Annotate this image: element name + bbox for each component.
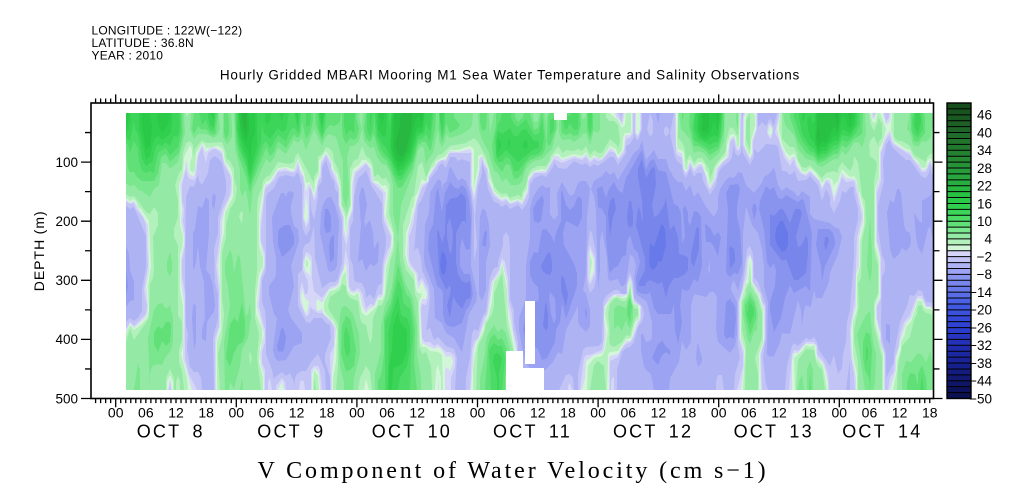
svg-text:12: 12	[168, 405, 184, 421]
svg-text:500: 500	[55, 391, 78, 406]
svg-text:OCT 9: OCT 9	[257, 422, 325, 442]
svg-text:12: 12	[651, 405, 667, 421]
svg-text:OCT 14: OCT 14	[842, 422, 922, 442]
svg-text:100: 100	[55, 155, 78, 170]
svg-text:LATITUDE : 36.8N: LATITUDE : 36.8N	[92, 36, 194, 50]
svg-text:18: 18	[801, 405, 817, 421]
svg-text:12: 12	[892, 405, 908, 421]
svg-text:06: 06	[138, 405, 154, 421]
svg-text:OCT 8: OCT 8	[137, 422, 205, 442]
svg-text:00: 00	[711, 405, 727, 421]
svg-text:YEAR : 2010: YEAR : 2010	[92, 49, 164, 63]
svg-text:−26: −26	[969, 320, 992, 335]
svg-text:−8: −8	[977, 267, 992, 282]
svg-text:00: 00	[470, 405, 486, 421]
svg-text:12: 12	[409, 405, 425, 421]
svg-text:06: 06	[500, 405, 516, 421]
svg-text:V Component of Water Velocity: V Component of Water Velocity (cm s−1)	[257, 458, 768, 484]
svg-text:16: 16	[977, 196, 992, 211]
svg-text:−38: −38	[969, 356, 992, 371]
svg-text:18: 18	[922, 405, 938, 421]
svg-text:18: 18	[681, 405, 697, 421]
svg-text:12: 12	[771, 405, 787, 421]
svg-text:10: 10	[977, 214, 992, 229]
svg-text:00: 00	[349, 405, 365, 421]
svg-text:OCT 10: OCT 10	[372, 422, 452, 442]
svg-text:22: 22	[977, 179, 992, 194]
svg-text:Hourly Gridded MBARI Mooring M: Hourly Gridded MBARI Mooring M1 Sea Wate…	[220, 68, 800, 83]
svg-text:−14: −14	[969, 285, 992, 300]
svg-text:34: 34	[977, 143, 993, 158]
svg-text:200: 200	[55, 214, 78, 229]
svg-text:400: 400	[55, 332, 78, 347]
svg-text:46: 46	[977, 108, 992, 123]
svg-text:−50: −50	[969, 391, 992, 406]
svg-text:00: 00	[590, 405, 606, 421]
svg-text:−20: −20	[969, 303, 992, 318]
svg-text:00: 00	[832, 405, 848, 421]
svg-text:−32: −32	[969, 338, 992, 353]
svg-text:18: 18	[440, 405, 456, 421]
svg-text:OCT 12: OCT 12	[613, 422, 693, 442]
svg-text:18: 18	[198, 405, 214, 421]
svg-text:−44: −44	[969, 374, 992, 389]
svg-text:12: 12	[289, 405, 305, 421]
svg-text:00: 00	[229, 405, 245, 421]
svg-text:06: 06	[741, 405, 757, 421]
svg-text:40: 40	[977, 125, 992, 140]
svg-text:06: 06	[862, 405, 878, 421]
svg-text:LONGITUDE : 122W(−122): LONGITUDE : 122W(−122)	[92, 24, 243, 38]
svg-text:OCT 11: OCT 11	[493, 422, 572, 442]
svg-text:DEPTH (m): DEPTH (m)	[31, 210, 47, 291]
svg-text:12: 12	[530, 405, 546, 421]
svg-text:300: 300	[55, 273, 78, 288]
svg-text:06: 06	[379, 405, 395, 421]
svg-text:OCT 13: OCT 13	[734, 422, 814, 442]
svg-text:28: 28	[977, 161, 992, 176]
svg-text:06: 06	[259, 405, 275, 421]
svg-text:18: 18	[560, 405, 576, 421]
svg-text:00: 00	[108, 405, 124, 421]
svg-text:−2: −2	[977, 249, 992, 264]
svg-text:06: 06	[620, 405, 636, 421]
svg-text:4: 4	[984, 232, 992, 247]
svg-text:18: 18	[319, 405, 335, 421]
